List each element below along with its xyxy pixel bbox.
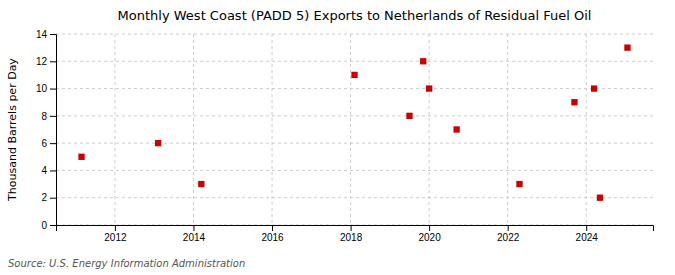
x-tick-mark (193, 225, 194, 231)
x-tick: 2012 (104, 225, 127, 243)
grid (56, 34, 653, 225)
x-tick: 2016 (261, 225, 284, 243)
grid-line-x (429, 34, 430, 225)
x-axis: 2012 2014 2016 2018 2020 2022 2024 (57, 225, 654, 243)
x-tick-label: 2016 (261, 232, 284, 243)
grid-line-y (56, 115, 653, 116)
y-tick: 12 (36, 56, 56, 67)
plot-area: 2012 2014 2016 2018 2020 2022 2024 0 2 4 6 8 10 12 14 (36, 29, 654, 243)
grid-line-y (56, 34, 653, 35)
point (426, 85, 432, 91)
y-axis-line (50, 35, 57, 226)
point (516, 181, 522, 187)
point (406, 113, 412, 119)
y-tick-label: 10 (36, 83, 48, 94)
annotation: Source: U.S. Energy Information Administ… (8, 258, 245, 269)
grid-line-x (507, 34, 508, 225)
point (453, 126, 459, 132)
point (78, 154, 84, 160)
y-tick-mark (50, 225, 56, 226)
y-tick-label: 2 (41, 192, 47, 203)
x-tick-mark (508, 225, 509, 231)
grid-line-x (193, 34, 194, 225)
y-tick-mark (50, 198, 56, 199)
y-tick: 8 (41, 111, 56, 122)
point (624, 44, 630, 50)
point (597, 195, 603, 201)
y-tick: 4 (41, 165, 56, 176)
grid-line-y (56, 88, 653, 89)
grid-line-x (586, 34, 587, 225)
y-tick: 6 (41, 138, 56, 149)
y-tick-mark (50, 61, 56, 62)
grid-line-x (272, 34, 273, 225)
x-tick-label: 2012 (104, 232, 127, 243)
y-tick-mark (50, 143, 56, 144)
x-axis-line (57, 226, 654, 232)
x-tick-mark (351, 225, 352, 231)
points (78, 44, 630, 200)
point (571, 99, 577, 105)
x-tick: 2018 (340, 225, 363, 243)
y-tick-mark (50, 170, 56, 171)
grid-line-y (56, 170, 653, 171)
grid-line-x (114, 34, 115, 225)
x-tick-label: 2018 (340, 232, 363, 243)
grid-line-y (56, 197, 653, 198)
x-tick: 2024 (576, 225, 599, 243)
x-tick-label: 2022 (497, 232, 520, 243)
y-axis: 0 2 4 6 8 10 12 14 (36, 29, 57, 231)
x-tick: 2022 (497, 225, 520, 243)
y-tick: 10 (36, 83, 56, 94)
y-tick-label: 0 (41, 220, 47, 231)
x-tick-mark (115, 225, 116, 231)
y-axis-label: Thousand Barrels per Day (6, 58, 19, 202)
y-tick-mark (50, 89, 56, 90)
grid-line-y (56, 61, 653, 62)
x-tick: 2020 (419, 225, 442, 243)
y-tick-label: 6 (41, 138, 47, 149)
x-tick-label: 2020 (419, 232, 442, 243)
point (155, 140, 161, 146)
y-tick-mark (50, 116, 56, 117)
x-tick-mark (429, 225, 430, 231)
x-tick-label: 2014 (183, 232, 206, 243)
point (591, 85, 597, 91)
y-tick-label: 14 (36, 29, 48, 40)
y-tick-label: 4 (41, 165, 47, 176)
y-tick-label: 12 (36, 56, 48, 67)
x-tick: 2014 (183, 225, 206, 243)
y-tick-mark (50, 34, 56, 35)
x-tick-mark (272, 225, 273, 231)
x-tick-mark (586, 225, 587, 231)
x-tick-label: 2024 (576, 232, 599, 243)
grid-line-y (56, 143, 653, 144)
y-tick: 2 (41, 192, 56, 203)
y-tick-label: 8 (41, 111, 47, 122)
point (198, 181, 204, 187)
point (351, 72, 357, 78)
y-tick: 0 (41, 220, 56, 231)
point (420, 58, 426, 64)
y-tick: 14 (36, 29, 56, 40)
grid-line-x (350, 34, 351, 225)
chart: 2012 2014 2016 2018 2020 2022 2024 0 2 4 6 8 10 12 14 M… (0, 0, 675, 275)
title: Monthly West Coast (PADD 5) Exports to N… (118, 8, 592, 23)
